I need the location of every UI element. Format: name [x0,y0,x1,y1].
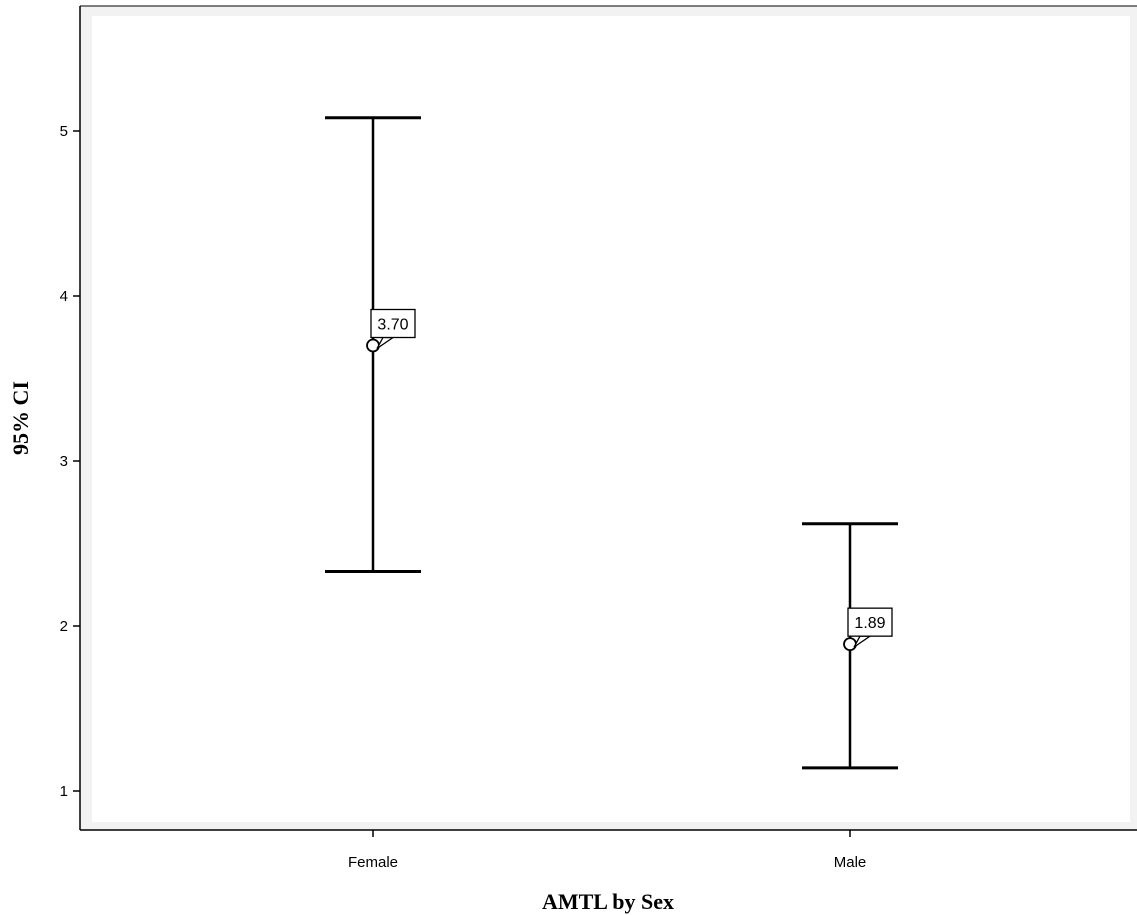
mean-label-box [370,308,416,339]
mean-data-label: 1.89 [854,615,885,632]
y-tick-label: 5 [60,123,68,140]
error-bar-male: 1.89 [802,522,898,770]
error-bars: 3.70 1.89 [325,116,898,770]
plot-area [92,16,1130,822]
x-axis-title: AMTL by Sex [542,889,674,914]
y-axis-ticks: 1 2 3 4 5 [60,123,80,800]
y-tick-label: 2 [60,618,68,635]
mean-label-box [847,607,893,637]
x-tick-label: Female [348,854,398,871]
y-tick-label: 1 [60,783,68,800]
y-axis-title: 95% CI [8,381,33,455]
y-tick-label: 3 [60,453,68,470]
mean-marker [843,637,857,652]
mean-marker [366,338,380,353]
mean-data-label: 3.70 [377,317,408,334]
error-bar-female: 3.70 [325,116,421,574]
x-tick-label: Male [834,854,867,871]
y-tick-label: 4 [60,288,68,305]
x-axis-ticks: Female Male [348,830,866,871]
